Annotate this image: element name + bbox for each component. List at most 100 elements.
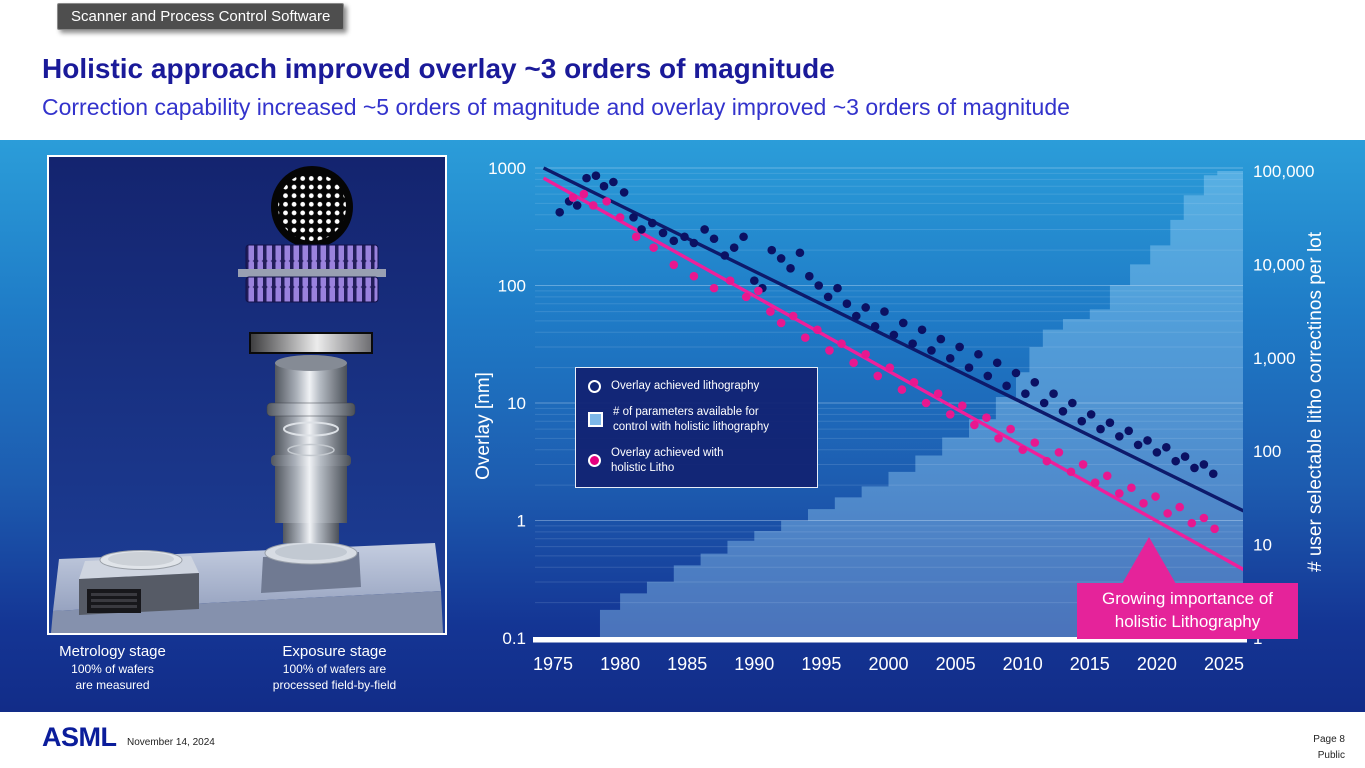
page-title: Holistic approach improved overlay ~3 or… xyxy=(42,53,835,84)
scatter-point xyxy=(776,254,786,263)
scatter-point xyxy=(700,225,709,234)
y-left-tick-label: 1000 xyxy=(488,159,526,178)
scatter-point xyxy=(964,363,974,372)
scatter-point xyxy=(1011,368,1021,378)
scatter-point xyxy=(1054,448,1064,457)
scatter-point xyxy=(1208,469,1218,479)
param-step-area xyxy=(586,171,1243,638)
slide-footer: ASML November 14, 2024 Page 8 Public xyxy=(0,712,1365,768)
scatter-point xyxy=(861,303,870,312)
scatter-point xyxy=(680,232,689,242)
scatter-series xyxy=(555,171,1218,479)
scatter-point xyxy=(1068,398,1077,408)
scatter-point xyxy=(870,321,880,331)
metrology-stage-graphic xyxy=(79,550,199,615)
scatter-point xyxy=(1066,467,1076,477)
scatter-point xyxy=(1058,406,1068,416)
scatter-point xyxy=(1199,513,1209,523)
scatter-point xyxy=(958,401,967,410)
scatter-point xyxy=(619,188,629,197)
scatter-point xyxy=(1115,489,1124,498)
scatter-point xyxy=(889,330,899,340)
page-number: Page 8 xyxy=(1313,734,1345,745)
scatter-point xyxy=(739,232,748,242)
scatter-point xyxy=(1210,524,1219,534)
y-right-tick-label: 100 xyxy=(1253,442,1281,461)
scatter-point xyxy=(555,207,565,217)
scatter-point xyxy=(1021,389,1030,398)
scatter-point xyxy=(823,292,833,302)
scatter-point xyxy=(709,283,719,293)
scatter-point xyxy=(689,271,699,281)
scatter-point xyxy=(974,349,983,359)
scatter-point xyxy=(720,251,730,260)
callout-arrow-icon xyxy=(1122,537,1176,584)
scatter-point xyxy=(572,201,582,210)
scatter-point xyxy=(579,189,589,199)
scatter-point xyxy=(825,346,834,355)
lens-column-graphic xyxy=(266,355,356,543)
open-circle-marker-icon xyxy=(588,379,601,393)
scatter-point xyxy=(754,286,763,296)
scatter-point xyxy=(1078,460,1088,469)
lens-element-graphic xyxy=(238,244,386,303)
scatter-point xyxy=(851,311,861,321)
scatter-point xyxy=(897,385,907,394)
scatter-point xyxy=(1124,426,1134,436)
scatter-point xyxy=(776,318,786,328)
y-left-tick-label: 1 xyxy=(517,512,526,531)
content-panel: 1975 1980 1985 1990 1995 2000 2005 2010 2015 2020… xyxy=(0,140,1365,712)
scatter-point xyxy=(1102,471,1112,481)
x-tick-label: 2010 xyxy=(1003,654,1043,674)
scatter-point xyxy=(1180,452,1190,461)
square-marker-icon xyxy=(588,412,603,428)
scatter-point xyxy=(861,349,870,359)
y-left-tick-label: 0.1 xyxy=(502,629,526,648)
scatter-point xyxy=(849,358,858,368)
chart-legend: Overlay achieved lithography # of parame… xyxy=(575,367,818,488)
scatter-point xyxy=(837,339,846,348)
scatter-point xyxy=(795,248,805,258)
scatter-point xyxy=(1199,460,1209,469)
x-tick-label: 2015 xyxy=(1070,654,1110,674)
x-tick-label: 1995 xyxy=(801,654,841,674)
scatter-point xyxy=(649,243,658,252)
scatter-point xyxy=(725,276,735,285)
scatter-point xyxy=(582,173,591,183)
scatter-point xyxy=(709,234,719,244)
scatter-point xyxy=(1139,499,1148,508)
scatter-point xyxy=(955,342,964,352)
scatter-point xyxy=(669,236,679,246)
scatter-point xyxy=(1039,398,1049,408)
pink-circle-marker-icon xyxy=(588,454,601,468)
y-right-axis-label: # user selectable litho correctinos per … xyxy=(1305,231,1326,572)
scatter-point xyxy=(588,201,598,210)
scatter-point xyxy=(1018,445,1027,455)
scatter-point xyxy=(880,307,889,316)
scatter-point xyxy=(814,281,824,290)
metrology-stage-title: Metrology stage xyxy=(59,643,166,660)
scatter-point xyxy=(609,177,618,187)
exposure-stage-graphic xyxy=(261,541,361,593)
scanner-illustration xyxy=(47,155,447,635)
scatter-point xyxy=(1190,463,1199,473)
scatter-point xyxy=(800,333,810,342)
x-tick-label: 2020 xyxy=(1137,654,1177,674)
scatter-point xyxy=(813,325,822,335)
x-tick-label: 2005 xyxy=(936,654,976,674)
y-left-tick-label: 10 xyxy=(507,394,526,413)
scatter-point xyxy=(1175,502,1185,512)
metrology-stage-sub: 100% of wafers are measured xyxy=(71,662,154,692)
y-right-tick-label: 1,000 xyxy=(1253,349,1296,368)
scatter-point xyxy=(898,318,908,328)
scatter-point xyxy=(767,245,777,255)
scatter-point xyxy=(637,225,646,234)
scatter-point xyxy=(1127,483,1136,493)
wafer-map-graphic xyxy=(271,166,353,248)
scatter-point xyxy=(936,334,946,344)
scatter-point xyxy=(945,354,955,363)
scatter-point xyxy=(615,213,625,222)
exposure-stage-title: Exposure stage xyxy=(282,643,387,660)
scatter-point xyxy=(1171,456,1180,466)
scatter-point xyxy=(873,371,883,381)
